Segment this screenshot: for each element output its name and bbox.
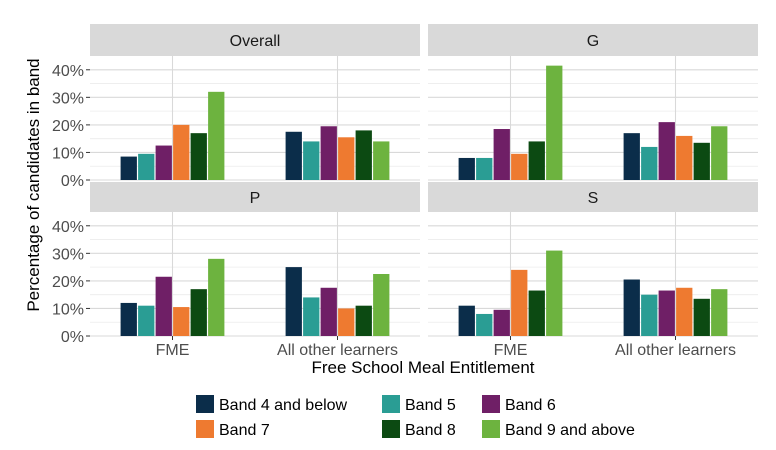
bar-s-band-8-1 (693, 298, 710, 336)
bar-p-band-6-0 (155, 276, 172, 336)
bar-g-band-5-1 (641, 146, 658, 180)
legend-swatch (482, 395, 500, 413)
bar-overall-band-5-0 (138, 153, 155, 180)
legend-label: Band 8 (405, 422, 456, 439)
panel-p: P (90, 182, 420, 337)
panels: Overall G P S (90, 24, 758, 337)
y-axis-title: Percentage of candidates in band (24, 58, 43, 311)
bar-p-band-5-1 (303, 297, 320, 336)
panel-g: G (428, 24, 758, 181)
y-tick-label: 20% (52, 274, 84, 291)
bar-g-band-9-and-above-0 (546, 65, 563, 180)
x-tick-label: FME (156, 342, 190, 359)
axes: 0% 10% 20% 30% 40% 0% 10% 20% 30% 40% FME All other… (52, 63, 736, 359)
legend-swatch (382, 395, 400, 413)
x-axis-title: Free School Meal Entitlement (312, 358, 535, 377)
bar-g-band-7-1 (676, 135, 693, 180)
bar-p-band-7-0 (173, 307, 190, 336)
x-tick-label: FME (494, 342, 528, 359)
bar-g-band-7-0 (511, 153, 528, 180)
legend-swatch (382, 420, 400, 438)
bar-p-band-8-1 (355, 305, 372, 336)
legend-label: Band 6 (505, 397, 556, 414)
panel-title: P (250, 190, 261, 207)
legend-swatch (482, 420, 500, 438)
bar-s-band-4-and-below-1 (623, 279, 640, 336)
bar-g-band-6-1 (658, 122, 675, 180)
bar-s-band-7-1 (676, 287, 693, 336)
bar-overall-band-6-1 (320, 126, 337, 180)
bar-s-band-5-0 (476, 313, 493, 336)
panel-overall: Overall (90, 24, 420, 181)
bar-s-band-8-0 (528, 290, 545, 336)
panel-strip (428, 182, 758, 212)
bar-p-band-9-and-above-0 (208, 258, 225, 336)
panel-title: S (588, 190, 599, 207)
bar-p-band-4-and-below-0 (120, 302, 137, 336)
bar-p-band-8-0 (190, 289, 207, 336)
y-tick-label: 10% (52, 301, 84, 318)
y-tick-label: 40% (52, 219, 84, 236)
bar-s-band-9-and-above-0 (546, 250, 563, 336)
bar-g-band-8-1 (693, 142, 710, 180)
bar-overall-band-7-0 (173, 124, 190, 180)
legend-item: Band 6 (482, 395, 556, 414)
panel-title: G (587, 33, 599, 50)
panel-strip (90, 24, 420, 56)
bar-overall-band-8-1 (355, 130, 372, 180)
y-tick-label: 10% (52, 145, 84, 162)
bar-s-band-9-and-above-1 (711, 289, 728, 336)
bar-g-band-9-and-above-1 (711, 126, 728, 180)
y-tick-label: 40% (52, 63, 84, 80)
y-tick-label: 0% (61, 173, 84, 190)
legend-swatch (196, 420, 214, 438)
x-tick-label: All other learners (277, 342, 398, 359)
legend-item: Band 8 (382, 420, 456, 439)
bar-s-band-6-1 (658, 290, 675, 336)
bar-overall-band-7-1 (338, 137, 355, 180)
bar-s-band-5-1 (641, 294, 658, 336)
legend-item: Band 9 and above (482, 420, 635, 439)
y-tick-label: 30% (52, 90, 84, 107)
bar-p-band-6-1 (320, 287, 337, 336)
panel-title: Overall (230, 33, 281, 50)
bar-overall-band-8-0 (190, 133, 207, 180)
bar-g-band-8-0 (528, 141, 545, 180)
x-tick-label: All other learners (615, 342, 736, 359)
legend-item: Band 5 (382, 395, 456, 414)
bar-overall-band-9-and-above-0 (208, 91, 225, 180)
bar-p-band-5-0 (138, 305, 155, 336)
legend-swatch (196, 395, 214, 413)
legend-item: Band 4 and below (196, 395, 348, 414)
bar-s-band-7-0 (511, 269, 528, 336)
panel-s: S (428, 182, 758, 337)
bar-overall-band-6-0 (155, 145, 172, 180)
bar-p-band-4-and-below-1 (285, 267, 302, 336)
legend-item: Band 7 (196, 420, 270, 439)
bar-p-band-7-1 (338, 308, 355, 336)
legend-label: Band 4 and below (219, 397, 348, 414)
legend-label: Band 5 (405, 397, 456, 414)
panel-strip (90, 182, 420, 212)
bar-g-band-4-and-below-1 (623, 133, 640, 180)
bar-g-band-6-0 (493, 129, 510, 180)
bar-g-band-5-0 (476, 157, 493, 180)
bar-overall-band-4-and-below-0 (120, 156, 137, 180)
bar-overall-band-5-1 (303, 141, 320, 180)
legend-label: Band 9 and above (505, 422, 635, 439)
y-tick-label: 20% (52, 118, 84, 135)
y-tick-label: 0% (61, 329, 84, 346)
bar-p-band-9-and-above-1 (373, 274, 390, 336)
bar-overall-band-9-and-above-1 (373, 141, 390, 180)
bar-s-band-6-0 (493, 309, 510, 336)
panel-strip (428, 24, 758, 56)
y-tick-label: 30% (52, 246, 84, 263)
legend: Band 4 and below Band 5 Band 6 Band 7 Band 8… (196, 395, 635, 439)
legend-label: Band 7 (219, 422, 270, 439)
bar-overall-band-4-and-below-1 (285, 131, 302, 180)
bar-g-band-4-and-below-0 (458, 157, 475, 180)
bar-s-band-4-and-below-0 (458, 305, 475, 336)
